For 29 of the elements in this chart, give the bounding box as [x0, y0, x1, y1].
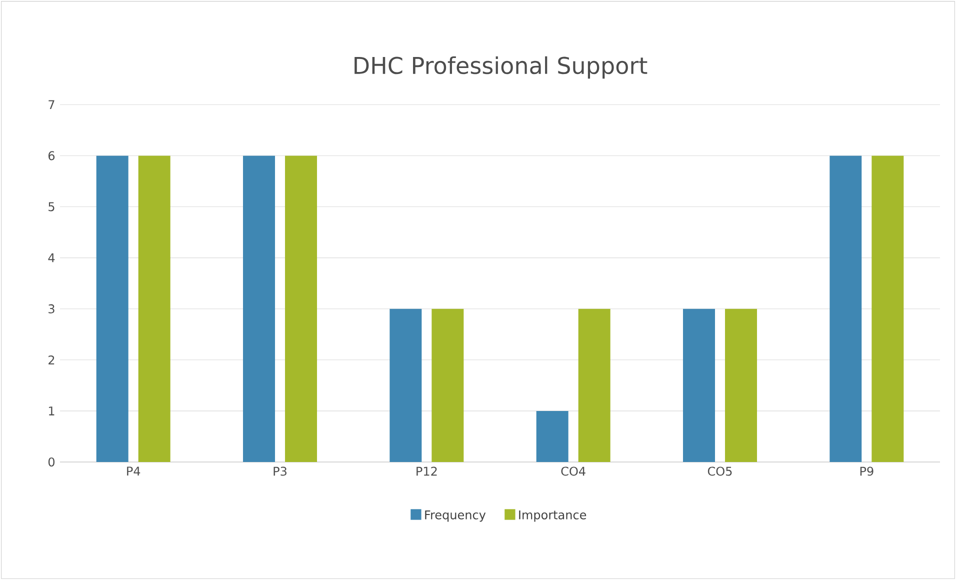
bar	[830, 156, 862, 462]
bar	[536, 410, 568, 462]
x-tick-label: P12	[416, 466, 437, 476]
bar	[243, 156, 276, 462]
x-tick-label: CO5	[708, 466, 732, 476]
bar	[578, 308, 610, 462]
bar	[725, 308, 757, 462]
y-tick-label: 1	[48, 406, 54, 416]
y-tick-label: 7	[48, 100, 54, 110]
bar	[683, 308, 715, 462]
y-tick-label: 4	[48, 253, 55, 262]
bar	[872, 156, 904, 462]
x-tick-label: CO4	[561, 466, 586, 476]
legend-label: Importance	[519, 510, 586, 522]
y-tick-label: 2	[48, 355, 54, 364]
y-tick-label: 0	[48, 457, 54, 467]
bar	[138, 156, 170, 462]
bar	[432, 308, 464, 462]
bar	[285, 156, 318, 462]
y-tick-label: 5	[48, 202, 54, 212]
legend-label: Frequency	[425, 510, 486, 522]
x-tick-label: P3	[274, 466, 286, 476]
chart-title: DHC Professional Support	[354, 56, 648, 79]
bar	[390, 308, 422, 462]
x-tick-label: P4	[127, 466, 140, 476]
y-tick-label: 6	[48, 151, 55, 160]
y-tick-label: 3	[48, 304, 54, 314]
bar	[96, 156, 128, 462]
x-tick-label: P9	[860, 466, 874, 476]
